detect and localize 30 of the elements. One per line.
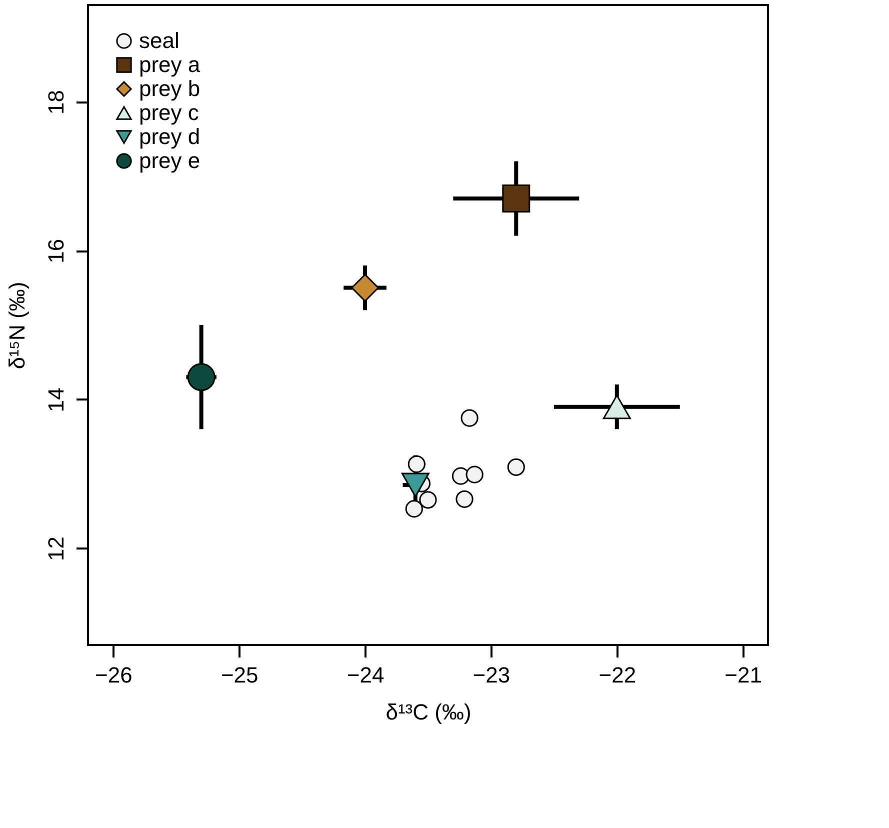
x-tick-label: −21	[724, 662, 762, 688]
point	[456, 490, 474, 508]
x-tick-label: −25	[220, 662, 258, 688]
y-tick-label: 18	[44, 90, 68, 114]
point	[602, 394, 631, 420]
y-axis-title: δ¹⁵N (‰)	[4, 282, 30, 370]
point	[408, 455, 426, 473]
legend-label: prey a	[139, 52, 201, 77]
point	[502, 184, 530, 212]
point	[351, 274, 380, 302]
legend-label: prey e	[139, 148, 200, 173]
y-tick-label: 16	[44, 238, 68, 264]
point	[507, 458, 525, 476]
x-tick-label: −24	[346, 662, 384, 688]
point	[187, 363, 216, 392]
point	[452, 467, 470, 485]
x-tick-label: −22	[598, 662, 636, 688]
y-tick-label: 14	[44, 388, 68, 412]
legend-label: prey c	[139, 100, 199, 125]
x-tick-label: −26	[95, 662, 132, 688]
point	[419, 491, 437, 509]
x-tick-label: −23	[472, 662, 510, 688]
point	[460, 409, 478, 427]
point	[405, 500, 423, 518]
legend-label: prey b	[139, 76, 200, 101]
legend-label: prey d	[139, 124, 200, 149]
legend-label: seal	[139, 28, 180, 53]
point	[466, 466, 484, 484]
x-axis-title: δ¹³C (‰)	[386, 700, 472, 724]
y-tick-label: 12	[44, 536, 68, 561]
